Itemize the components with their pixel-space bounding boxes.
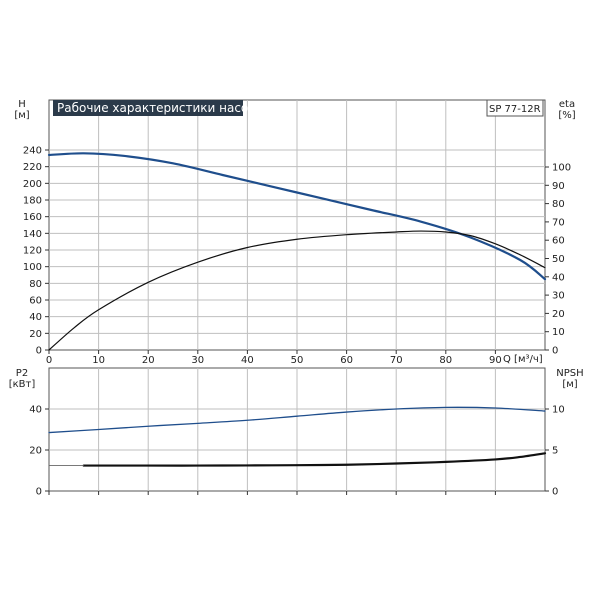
head-curve [47, 152, 547, 281]
x-tick-label: 0 [46, 355, 52, 366]
model-box [486, 99, 544, 117]
x-tick-label: 90 [489, 355, 502, 366]
x-tick-label: 70 [390, 355, 403, 366]
y2-axis-unit: [%] [558, 110, 575, 121]
x-tick-label: 30 [191, 355, 204, 366]
y2-tick-label: 40 [552, 272, 565, 283]
y2-tick-label: 90 [552, 181, 565, 192]
y2-tick-label: 50 [552, 254, 565, 265]
p2-tick-label: 0 [36, 487, 42, 498]
y2-tick-label: 100 [552, 163, 571, 174]
x-tick-label: 50 [291, 355, 304, 366]
x-tick-label: 20 [142, 355, 155, 366]
y2-tick-label: 0 [552, 346, 558, 357]
y2-tick-label: 60 [552, 236, 565, 247]
y-tick-label: 0 [36, 346, 42, 357]
y2-tick-label: 30 [552, 291, 565, 302]
npsh-axis-unit: [м] [562, 379, 577, 390]
y-tick-label: 80 [29, 279, 42, 290]
x-axis-label: Q [м³/ч] [503, 354, 543, 365]
y-tick-label: 160 [23, 212, 42, 223]
performance-panel [45, 99, 549, 354]
y-tick-label: 20 [29, 329, 42, 340]
y-tick-label: 180 [23, 196, 42, 207]
p2-tick-label: 40 [29, 405, 42, 416]
x-tick-label: 10 [92, 355, 105, 366]
y-tick-label: 100 [23, 262, 42, 273]
model-label: SP 77-12R [489, 104, 541, 115]
y-axis-label: H [18, 99, 26, 110]
npsh-curve [82, 452, 547, 467]
chart-title-box [53, 100, 243, 116]
y-tick-label: 40 [29, 312, 42, 323]
efficiency-curve [48, 230, 546, 351]
y2-tick-label: 70 [552, 217, 565, 228]
y2-tick-label: 80 [552, 199, 565, 210]
npsh-tick-label: 0 [552, 487, 558, 498]
y-tick-label: 140 [23, 229, 42, 240]
npsh-tick-label: 10 [552, 405, 565, 416]
y-tick-label: 60 [29, 296, 42, 307]
x-tick-label: 40 [241, 355, 254, 366]
npsh-tick-label: 5 [552, 446, 558, 457]
y-tick-label: 240 [23, 146, 42, 157]
p2-axis-unit: [кВт] [9, 379, 36, 390]
y-tick-label: 220 [23, 162, 42, 173]
y-tick-label: 120 [23, 246, 42, 257]
power-curve [48, 406, 546, 434]
y-tick-label: 200 [23, 179, 42, 190]
y2-axis-label: eta [559, 99, 575, 110]
x-tick-label: 60 [340, 355, 353, 366]
p2-tick-label: 20 [29, 446, 42, 457]
p2-axis-label: P2 [16, 368, 28, 379]
chart-title: Рабочие характеристики насоса [57, 101, 262, 115]
power-npsh-panel [45, 367, 549, 495]
npsh-axis-label: NPSH [556, 368, 583, 379]
y2-tick-label: 20 [552, 309, 565, 320]
x-tick-label: 80 [439, 355, 452, 366]
y-axis-unit: [м] [14, 110, 29, 121]
y2-tick-label: 10 [552, 327, 565, 338]
